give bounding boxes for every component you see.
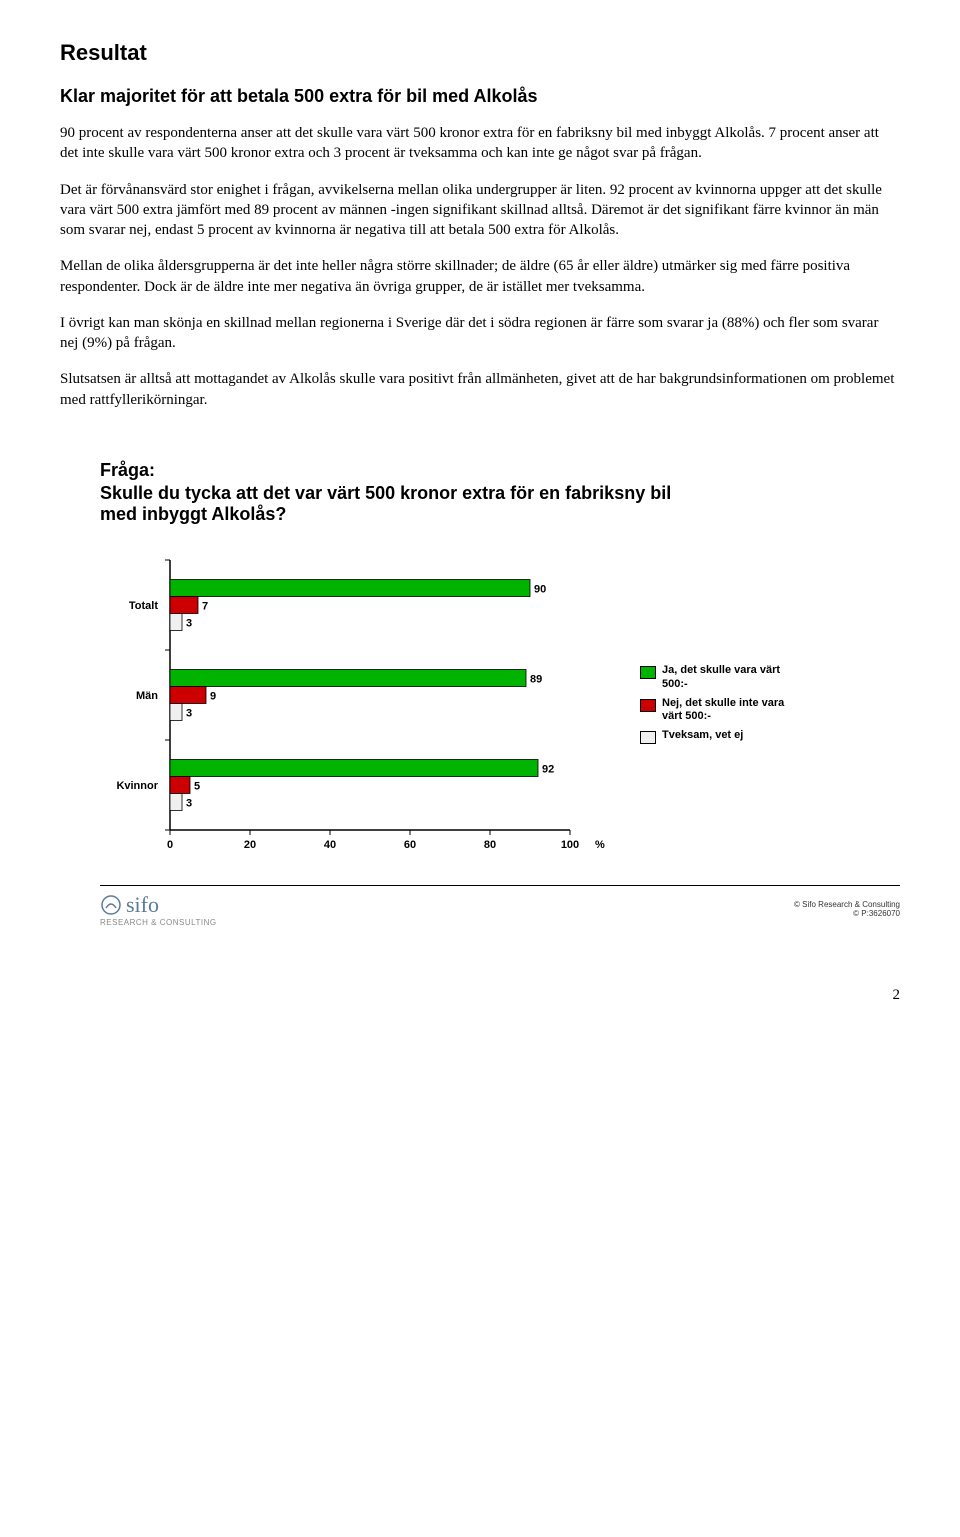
body-paragraph: Slutsatsen är alltså att mottagandet av … bbox=[60, 369, 900, 410]
svg-text:60: 60 bbox=[404, 839, 416, 851]
legend-swatch bbox=[640, 731, 656, 744]
body-paragraph: 90 procent av respondenterna anser att d… bbox=[60, 123, 900, 164]
chart-section: Fråga: Skulle du tycka att det var värt … bbox=[60, 460, 900, 927]
page-subheading: Klar majoritet för att betala 500 extra … bbox=[60, 86, 900, 107]
chart-legend: Ja, det skulle vara värt 500:- Nej, det … bbox=[640, 664, 792, 750]
body-paragraph: Mellan de olika åldersgrupperna är det i… bbox=[60, 256, 900, 297]
legend-item: Ja, det skulle vara värt 500:- bbox=[640, 664, 792, 690]
svg-text:40: 40 bbox=[324, 839, 336, 851]
bar-chart: Totalt9073Män8993Kvinnor9253020406080100… bbox=[100, 550, 620, 865]
svg-text:3: 3 bbox=[186, 617, 192, 629]
svg-text:80: 80 bbox=[484, 839, 496, 851]
page-heading: Resultat bbox=[60, 40, 900, 66]
sifo-logo-icon bbox=[100, 894, 122, 916]
legend-label: Nej, det skulle inte vara värt 500:- bbox=[662, 697, 792, 723]
svg-text:Kvinnor: Kvinnor bbox=[116, 780, 158, 792]
svg-text:89: 89 bbox=[530, 673, 542, 685]
svg-text:100: 100 bbox=[561, 839, 579, 851]
svg-text:90: 90 bbox=[534, 583, 546, 595]
chart-title-text: Skulle du tycka att det var värt 500 kro… bbox=[100, 483, 700, 525]
svg-text:7: 7 bbox=[202, 600, 208, 612]
sifo-logo-text: sifo bbox=[126, 892, 159, 918]
copyright-text: © Sifo Research & Consulting © P:3626070 bbox=[794, 900, 900, 919]
svg-text:92: 92 bbox=[542, 763, 554, 775]
legend-label: Ja, det skulle vara värt 500:- bbox=[662, 664, 792, 690]
sifo-logo-subtext: RESEARCH & CONSULTING bbox=[100, 918, 217, 927]
svg-text:20: 20 bbox=[244, 839, 256, 851]
chart-title-label: Fråga: bbox=[100, 460, 900, 481]
svg-text:Totalt: Totalt bbox=[129, 600, 158, 612]
svg-text:3: 3 bbox=[186, 797, 192, 809]
chart-footer: sifo RESEARCH & CONSULTING © Sifo Resear… bbox=[100, 885, 900, 927]
svg-text:0: 0 bbox=[167, 839, 173, 851]
legend-label: Tveksam, vet ej bbox=[662, 729, 743, 742]
legend-item: Tveksam, vet ej bbox=[640, 729, 792, 744]
svg-text:3: 3 bbox=[186, 707, 192, 719]
svg-text:%: % bbox=[595, 839, 605, 851]
svg-text:Män: Män bbox=[136, 690, 158, 702]
legend-swatch bbox=[640, 699, 656, 712]
legend-swatch bbox=[640, 666, 656, 679]
body-paragraph: Det är förvånansvärd stor enighet i fråg… bbox=[60, 180, 900, 241]
sifo-logo: sifo bbox=[100, 892, 217, 918]
body-paragraph: I övrigt kan man skönja en skillnad mell… bbox=[60, 313, 900, 354]
page-number: 2 bbox=[60, 987, 900, 1004]
svg-text:9: 9 bbox=[210, 690, 216, 702]
legend-item: Nej, det skulle inte vara värt 500:- bbox=[640, 697, 792, 723]
svg-text:5: 5 bbox=[194, 780, 200, 792]
